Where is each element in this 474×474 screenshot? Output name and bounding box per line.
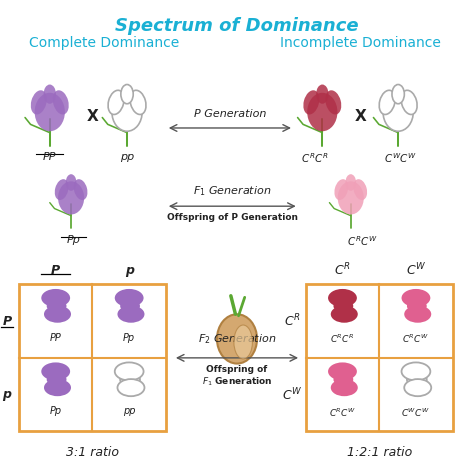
Text: $C^W$: $C^W$ [282,386,303,403]
Ellipse shape [41,289,70,307]
Ellipse shape [44,306,71,323]
Ellipse shape [217,314,257,364]
Text: $C^R$: $C^R$ [284,313,301,329]
Text: 1:2:1 ratio: 1:2:1 ratio [346,446,412,458]
Text: Spectrum of Dominance: Spectrum of Dominance [115,17,359,35]
Ellipse shape [115,363,144,381]
Text: P: P [2,315,12,328]
Ellipse shape [392,84,404,104]
Text: X: X [355,109,366,124]
Ellipse shape [46,300,66,312]
Text: $C^WC^W$: $C^WC^W$ [401,407,430,419]
Ellipse shape [333,300,353,312]
Ellipse shape [44,379,71,396]
Ellipse shape [234,325,252,359]
Text: $F_2$ Generation: $F_2$ Generation [198,332,276,346]
Ellipse shape [404,306,431,323]
Ellipse shape [118,306,145,323]
Ellipse shape [35,93,65,131]
Ellipse shape [383,93,413,131]
Ellipse shape [55,179,69,200]
Ellipse shape [325,90,341,115]
Text: Pp: Pp [66,235,81,245]
Text: p: p [3,388,11,401]
Ellipse shape [53,90,69,115]
Bar [19,284,166,431]
Text: P: P [51,264,60,277]
Ellipse shape [353,179,367,200]
Ellipse shape [108,90,124,115]
Ellipse shape [334,179,348,200]
Ellipse shape [41,363,70,381]
Text: 3:1 ratio: 3:1 ratio [66,446,119,458]
Text: $C^R$: $C^R$ [334,262,351,279]
Text: PP: PP [43,152,56,162]
Ellipse shape [120,373,140,386]
Ellipse shape [328,289,357,307]
Text: p: p [125,264,134,277]
Ellipse shape [407,373,427,386]
Text: $C^RC^W$: $C^RC^W$ [347,235,378,248]
Ellipse shape [303,90,319,115]
Text: pp: pp [120,152,134,162]
Text: Offspring of
$F_1$ Generation: Offspring of $F_1$ Generation [202,365,272,388]
Text: Pp: Pp [123,333,135,343]
Ellipse shape [316,84,328,104]
Ellipse shape [73,179,88,200]
Text: $C^RC^R$: $C^RC^R$ [301,152,329,165]
Ellipse shape [118,379,145,396]
Ellipse shape [407,300,427,312]
Ellipse shape [307,93,337,131]
Ellipse shape [121,84,133,104]
Ellipse shape [66,174,76,191]
Ellipse shape [120,300,140,312]
Text: $C^W$: $C^W$ [406,262,426,279]
Ellipse shape [331,379,358,396]
Text: $C^RC^W$: $C^RC^W$ [329,407,356,419]
Ellipse shape [58,182,84,215]
Text: $F_1$ Generation: $F_1$ Generation [193,184,272,198]
Ellipse shape [346,174,356,191]
Ellipse shape [401,289,430,307]
Text: PP: PP [50,333,62,343]
Ellipse shape [328,363,357,381]
Text: Incomplete Dominance: Incomplete Dominance [280,36,441,50]
Ellipse shape [46,373,66,386]
Text: pp: pp [123,407,136,417]
Text: P Generation: P Generation [194,109,266,119]
Ellipse shape [44,84,56,104]
Ellipse shape [379,90,395,115]
Ellipse shape [112,93,142,131]
Ellipse shape [401,90,417,115]
Text: Complete Dominance: Complete Dominance [29,36,179,50]
Ellipse shape [115,289,144,307]
Ellipse shape [333,373,353,386]
Ellipse shape [404,379,431,396]
Text: Pp: Pp [50,407,62,417]
Bar [306,284,453,431]
Text: Offspring of P Generation: Offspring of P Generation [167,213,298,222]
Text: $C^WC^W$: $C^WC^W$ [384,152,417,165]
Text: $C^RC^R$: $C^RC^R$ [330,333,355,346]
Text: $C^RC^W$: $C^RC^W$ [402,333,429,346]
Ellipse shape [31,90,47,115]
Ellipse shape [331,306,358,323]
Ellipse shape [401,363,430,381]
Text: X: X [87,109,98,124]
Ellipse shape [130,90,146,115]
Ellipse shape [337,182,364,215]
